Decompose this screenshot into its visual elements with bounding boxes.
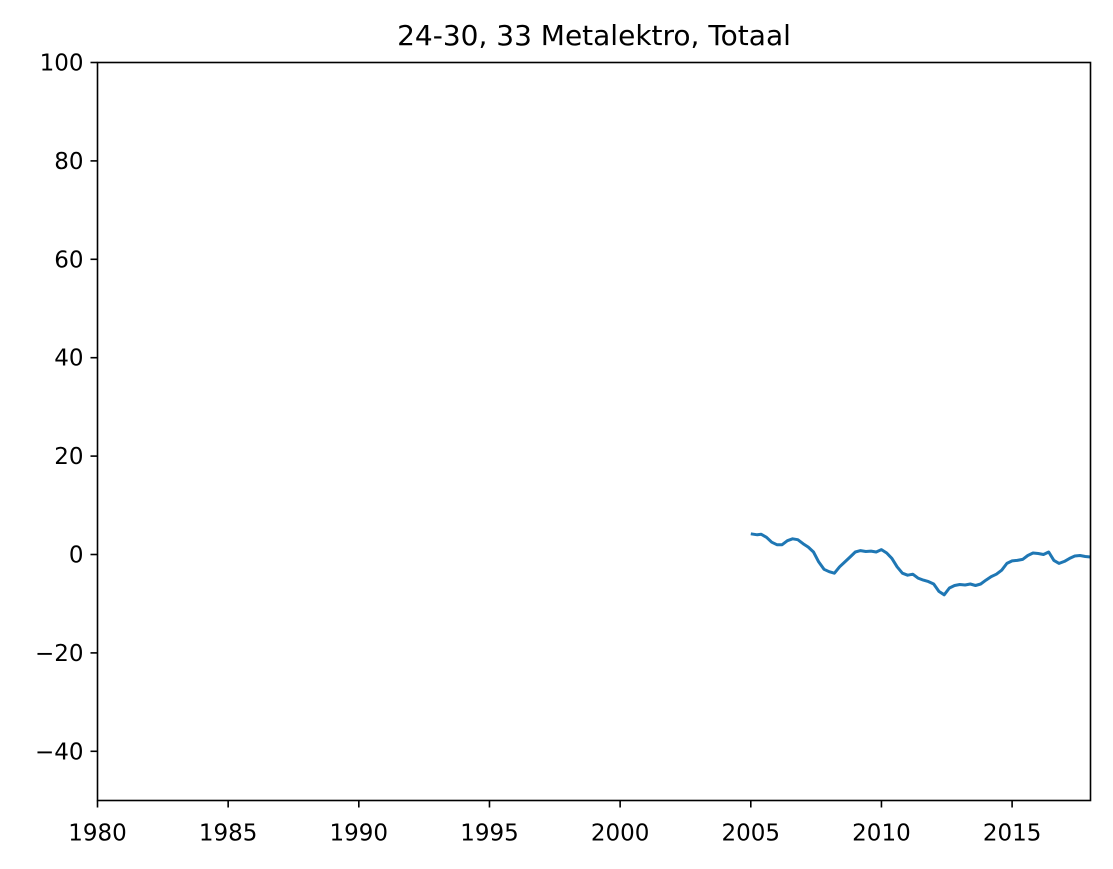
data-layer <box>750 532 1091 597</box>
y-tick-label: 60 <box>54 247 83 273</box>
x-tick-label: 1980 <box>68 821 127 847</box>
y-tick-label: 20 <box>54 444 83 470</box>
y-tick-label: 80 <box>54 149 83 175</box>
series-line-0 <box>750 532 1091 597</box>
x-tick-label: 2000 <box>591 821 650 847</box>
x-tick-label: 1990 <box>330 821 389 847</box>
x-tick-label: 2015 <box>983 821 1042 847</box>
x-tick-label: 1985 <box>199 821 258 847</box>
x-tick-label: 2005 <box>722 821 781 847</box>
y-tick-label: 0 <box>69 543 84 569</box>
x-tick-label: 2010 <box>852 821 911 847</box>
y-axis: −40 −20 0 20 40 60 80 100 <box>35 51 98 765</box>
y-tick-label: −20 <box>35 641 84 667</box>
y-tick-label: 100 <box>40 51 84 77</box>
x-axis: 1980 1985 1990 1995 2000 2005 2010 2015 <box>68 800 1042 847</box>
chart-title: 24-30, 33 Metalektro, Totaal <box>397 19 791 52</box>
y-tick-label: 40 <box>54 346 83 372</box>
x-tick-label: 1995 <box>460 821 519 847</box>
y-tick-label: −40 <box>35 739 84 765</box>
plot-frame <box>96 61 1092 802</box>
